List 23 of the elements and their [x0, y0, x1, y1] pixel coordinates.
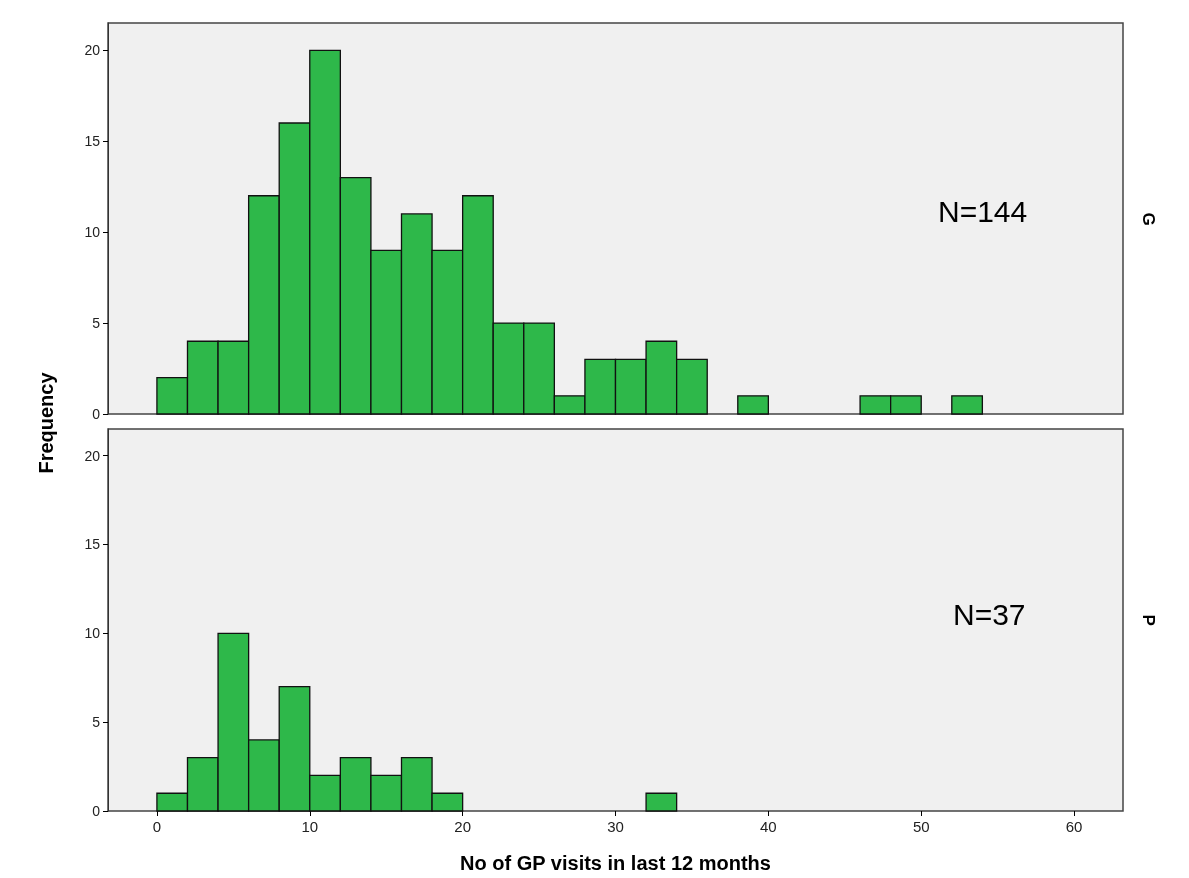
y-tick-label: 20	[84, 42, 101, 59]
y-tick-label: 5	[92, 315, 101, 332]
y2-axis-title: P	[1139, 614, 1158, 626]
y-tick-label: 20	[84, 447, 101, 464]
y-tick-label: 10	[84, 625, 101, 642]
x-tick-label: 60	[1065, 818, 1083, 835]
y2-axis-title: G	[1139, 212, 1158, 226]
x-tick-label: 40	[760, 818, 777, 835]
y-tick-label: 15	[84, 133, 101, 150]
y-tick-label: 0	[92, 803, 101, 819]
y-tick-label: 5	[92, 714, 101, 731]
annotation: N=37	[953, 597, 1026, 631]
x-tick-label: 0	[152, 818, 162, 835]
y-tick-label: 15	[84, 536, 101, 553]
x-tick-label: 50	[912, 818, 930, 835]
x-tick-label: 10	[301, 818, 319, 835]
x-tick-label: 20	[454, 818, 471, 835]
y-tick-label: 10	[84, 224, 101, 241]
x-tick-label: 30	[607, 818, 624, 835]
annotation: N=144	[938, 195, 1028, 229]
y-axis-title: Frequency	[34, 372, 58, 474]
x-axis-title: No of GP visits in last 12 months	[460, 852, 771, 874]
y-tick-label: 0	[92, 406, 101, 422]
